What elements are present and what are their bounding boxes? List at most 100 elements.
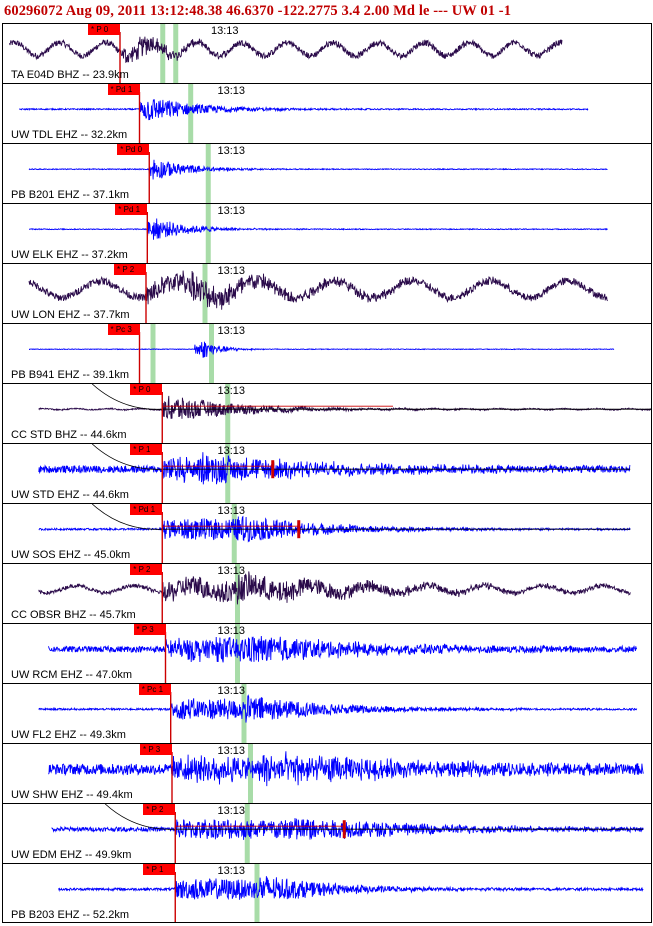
station-label: CC STD BHZ -- 44.6km — [11, 429, 127, 441]
station-label: UW STD EHZ -- 44.6km — [11, 489, 129, 501]
station-label: UW TDL EHZ -- 32.2km — [11, 129, 128, 141]
trace-panel[interactable]: * Pd 1 13:13 UW SOS EHZ -- 45.0km — [2, 503, 652, 563]
arrival-marker — [209, 324, 214, 383]
station-label: PB B203 EHZ -- 52.2km — [11, 909, 129, 921]
arrival-marker — [225, 384, 231, 443]
waveform — [29, 218, 608, 240]
trace-panel[interactable]: * P 2 13:13 CC OBSR BHZ -- 45.7km — [2, 563, 652, 623]
pick-flag[interactable]: * Pd 0 — [117, 144, 150, 155]
trace-plot — [48, 624, 638, 683]
station-label: UW LON EHZ -- 37.7km — [11, 309, 130, 321]
station-label: TA E04D BHZ -- 23.9km — [11, 69, 129, 81]
waveform — [38, 571, 631, 605]
time-tick-label: 13:13 — [217, 625, 246, 637]
pick-flag[interactable]: * Pc 1 — [138, 684, 171, 695]
trace-panel[interactable]: * P 0 13:13 CC STD BHZ -- 44.6km — [2, 383, 652, 443]
trace-panel[interactable]: * P 3 13:13 UW SHW EHZ -- 49.4km — [2, 743, 652, 803]
waveform — [51, 818, 644, 840]
waveform — [38, 694, 638, 723]
pick-flag[interactable]: * P 2 — [143, 804, 176, 815]
pick-flag[interactable]: * Pd 1 — [107, 84, 140, 95]
time-tick-label: 13:13 — [217, 385, 246, 397]
waveform — [48, 635, 638, 663]
waveform — [28, 159, 608, 180]
pick-flag[interactable]: * Pd 1 — [130, 504, 163, 515]
arrival-marker — [225, 444, 231, 503]
arrival-marker — [248, 744, 253, 803]
time-tick-label: 13:13 — [217, 745, 246, 757]
trace-panel[interactable]: * P 2 13:13 UW EDM EHZ -- 49.9km — [2, 803, 652, 863]
coda-tick — [271, 460, 275, 479]
arrival-marker — [241, 684, 247, 743]
pick-flag[interactable]: * Pd 1 — [115, 204, 148, 215]
event-header: 60296072 Aug 09, 2011 13:12:48.38 46.637… — [4, 3, 512, 19]
time-tick-label: 13:13 — [217, 265, 246, 277]
trace-panel[interactable]: * Pd 1 13:13 UW TDL EHZ -- 32.2km — [2, 83, 652, 143]
time-tick-label: 13:13 — [211, 25, 239, 37]
pick-flag[interactable]: * Pc 3 — [107, 324, 140, 335]
time-tick-label: 13:13 — [217, 445, 246, 457]
coda-tick — [342, 820, 346, 839]
trace-panel[interactable]: * Pd 0 13:13 PB B201 EHZ -- 37.1km — [2, 143, 652, 203]
time-tick-label: 13:13 — [217, 505, 246, 517]
station-label: CC OBSR BHZ -- 45.7km — [11, 609, 136, 621]
waveform — [58, 876, 644, 901]
station-label: UW SOS EHZ -- 45.0km — [11, 549, 131, 561]
pick-flag[interactable]: * P 2 — [114, 264, 146, 275]
arrival-marker — [150, 324, 156, 383]
trace-panel[interactable]: * Pc 3 13:13 PB B941 EHZ -- 39.1km — [2, 323, 652, 383]
waveform — [18, 99, 589, 121]
arrival-marker — [244, 804, 250, 863]
waveform — [29, 341, 615, 358]
trace-panel[interactable]: * P 3 13:13 UW RCM EHZ -- 47.0km — [2, 623, 652, 683]
trace-plot — [38, 384, 651, 443]
pick-flag[interactable]: * P 2 — [130, 564, 163, 575]
trace-panel[interactable]: * Pd 1 13:13 UW ELK EHZ -- 37.2km — [2, 203, 652, 263]
arrival-marker — [205, 204, 211, 263]
time-tick-label: 13:13 — [217, 325, 246, 337]
waveform — [38, 395, 651, 419]
trace-plot — [18, 84, 589, 143]
pick-flag[interactable]: * P 3 — [140, 744, 172, 755]
station-label: PB B941 EHZ -- 39.1km — [11, 369, 129, 381]
panels-bottom-border — [2, 922, 652, 923]
waveform — [28, 270, 608, 310]
trace-plot — [28, 264, 608, 323]
arrival-marker — [205, 144, 211, 203]
trace-plot — [29, 324, 615, 383]
pick-flag[interactable]: * P 0 — [130, 384, 163, 395]
trace-panel[interactable]: * P 1 13:13 UW STD EHZ -- 44.6km — [2, 443, 652, 503]
trace-panel[interactable]: * Pc 1 13:13 UW FL2 EHZ -- 49.3km — [2, 683, 652, 743]
pick-flag[interactable]: * P 3 — [133, 624, 166, 635]
time-tick-label: 13:13 — [217, 565, 246, 577]
trace-plot — [38, 444, 631, 503]
trace-plot — [38, 684, 638, 743]
seismogram-panels: * P 0 13:13 TA E04D BHZ -- 23.9km * Pd 1 13:… — [0, 23, 653, 926]
waveform — [9, 36, 563, 64]
pick-flag[interactable]: * P 0 — [88, 24, 120, 35]
station-label: PB B201 EHZ -- 37.1km — [11, 189, 129, 201]
trace-plot — [51, 804, 644, 863]
trace-plot — [28, 144, 608, 203]
station-label: UW EDM EHZ -- 49.9km — [11, 849, 132, 861]
station-label: UW RCM EHZ -- 47.0km — [11, 669, 132, 681]
trace-plot — [9, 24, 563, 83]
arrival-marker — [188, 84, 194, 143]
time-tick-label: 13:13 — [217, 145, 246, 157]
time-tick-label: 13:13 — [217, 685, 246, 697]
station-label: UW FL2 EHZ -- 49.3km — [11, 729, 126, 741]
station-label: UW ELK EHZ -- 37.2km — [11, 249, 128, 261]
waveform — [48, 751, 644, 787]
trace-panel[interactable]: * P 2 13:13 UW LON EHZ -- 37.7km — [2, 263, 652, 323]
trace-plot — [38, 564, 631, 623]
trace-plot — [48, 744, 644, 803]
pick-flag[interactable]: * P 1 — [143, 864, 176, 875]
waveform — [38, 452, 631, 485]
trace-panel[interactable]: * P 0 13:13 TA E04D BHZ -- 23.9km — [2, 23, 652, 83]
time-tick-label: 13:13 — [217, 865, 246, 877]
trace-plot — [29, 204, 608, 263]
pick-flag[interactable]: * P 1 — [130, 444, 163, 455]
trace-plot — [58, 864, 644, 923]
trace-panel[interactable]: * P 1 13:13 PB B203 EHZ -- 52.2km — [2, 863, 652, 923]
station-label: UW SHW EHZ -- 49.4km — [11, 789, 133, 801]
